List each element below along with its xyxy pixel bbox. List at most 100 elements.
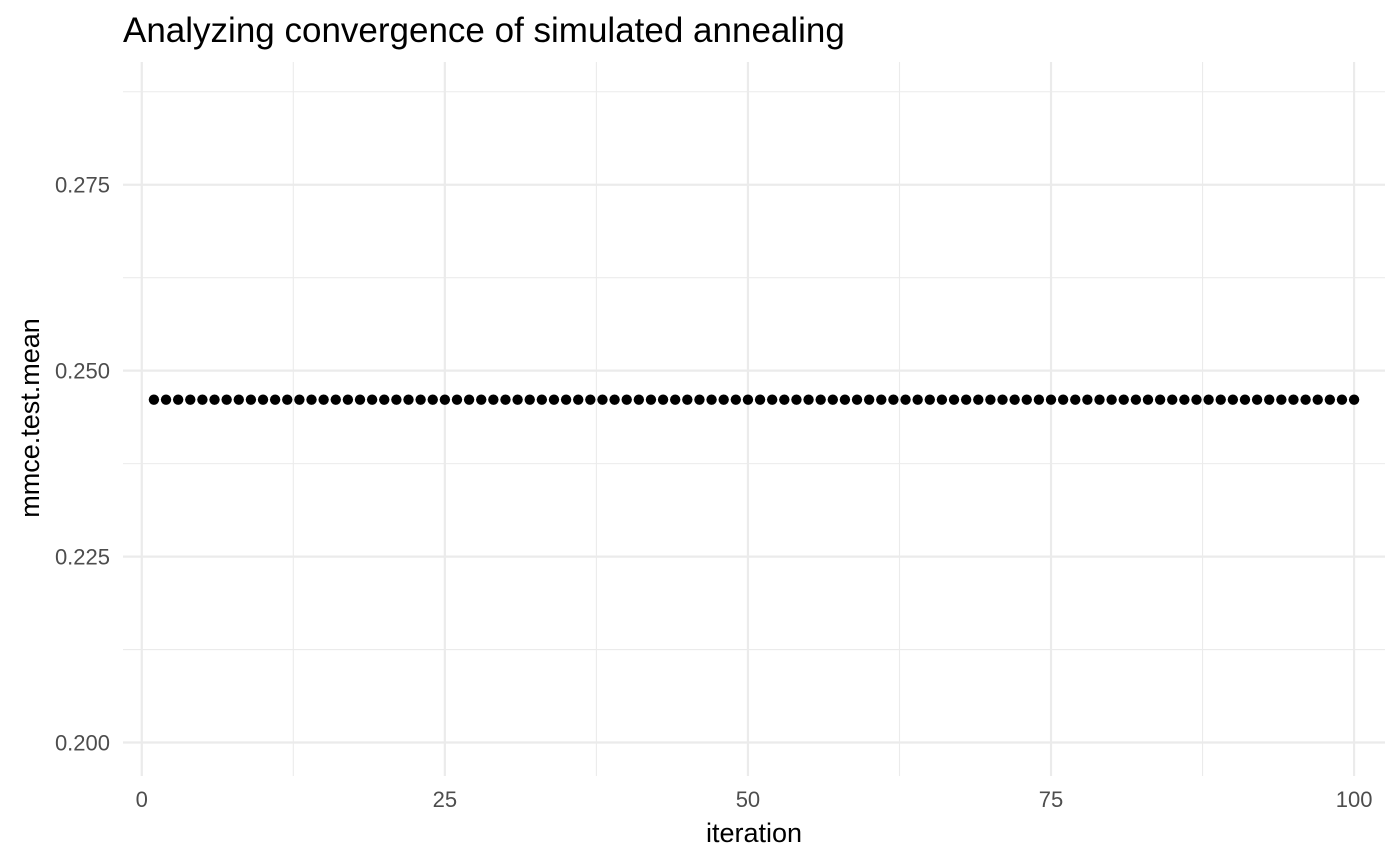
x-tick-label: 100 — [1336, 787, 1373, 812]
data-point — [306, 394, 317, 405]
data-point — [827, 394, 838, 405]
data-point — [488, 394, 499, 405]
data-point — [1167, 394, 1178, 405]
data-point — [354, 394, 366, 405]
data-point — [888, 394, 899, 405]
x-tick-label: 75 — [1039, 787, 1063, 812]
data-point — [1021, 394, 1032, 405]
data-points — [148, 394, 1360, 405]
data-point — [197, 394, 208, 405]
data-point — [185, 394, 196, 405]
data-point — [948, 394, 960, 405]
data-point — [500, 394, 511, 405]
data-point — [863, 394, 875, 405]
data-point — [1118, 394, 1129, 405]
data-point — [766, 394, 778, 405]
y-tick-label: 0.250 — [55, 359, 110, 384]
data-point — [463, 394, 475, 405]
y-tick-label: 0.275 — [55, 173, 110, 198]
data-point — [682, 394, 693, 405]
data-point — [318, 394, 329, 405]
data-point — [851, 394, 863, 405]
data-point — [779, 394, 790, 405]
data-point — [1106, 394, 1117, 405]
data-point — [1033, 394, 1045, 405]
data-point — [573, 394, 584, 405]
data-point — [1348, 394, 1360, 405]
data-point — [1312, 394, 1323, 405]
data-point — [391, 394, 402, 405]
data-point — [1009, 394, 1020, 405]
data-point — [1154, 394, 1166, 405]
data-point — [1324, 394, 1336, 405]
data-point — [960, 394, 972, 405]
data-point — [160, 394, 172, 405]
data-point — [585, 394, 596, 405]
data-point — [791, 394, 802, 405]
data-point — [330, 394, 341, 405]
data-point — [1045, 394, 1057, 405]
data-point — [936, 394, 948, 405]
data-point — [706, 394, 717, 405]
grid-lines — [123, 62, 1385, 776]
data-point — [621, 394, 632, 405]
data-point — [1239, 394, 1251, 405]
data-point — [536, 394, 548, 405]
data-point — [985, 394, 996, 405]
data-point — [366, 394, 378, 405]
y-axis-title: mmce.test.mean — [15, 318, 45, 518]
y-tick-label: 0.200 — [55, 731, 110, 756]
data-point — [609, 394, 620, 405]
x-tick-label: 0 — [136, 787, 148, 812]
data-point — [1191, 394, 1202, 405]
data-point — [1094, 394, 1105, 405]
data-point — [1203, 394, 1214, 405]
data-point — [633, 394, 645, 405]
data-point — [1179, 394, 1190, 405]
data-point — [839, 394, 851, 405]
data-point — [1215, 394, 1226, 405]
data-point — [257, 394, 269, 405]
data-point — [803, 394, 814, 405]
data-point — [754, 394, 766, 405]
data-point — [1082, 394, 1093, 405]
x-tick-label: 25 — [433, 787, 457, 812]
data-point — [427, 394, 438, 405]
data-point — [451, 394, 463, 405]
x-tick-label: 50 — [736, 787, 760, 812]
data-point — [245, 394, 257, 405]
data-point — [742, 394, 754, 405]
y-tick-label: 0.225 — [55, 545, 110, 570]
data-point — [1336, 394, 1348, 405]
data-point — [439, 394, 451, 405]
data-point — [973, 394, 984, 405]
data-point — [476, 394, 487, 405]
data-point — [645, 394, 657, 405]
data-point — [1130, 394, 1142, 405]
x-axis-ticks: 0 25 50 75 100 — [136, 787, 1373, 812]
data-point — [415, 394, 426, 405]
data-point — [172, 394, 184, 405]
data-point — [1264, 394, 1275, 405]
data-point — [524, 394, 535, 405]
data-point — [221, 394, 232, 405]
data-point — [342, 394, 354, 405]
data-point — [597, 394, 608, 405]
data-point — [379, 394, 390, 405]
data-point — [657, 394, 669, 405]
data-point — [997, 394, 1008, 405]
data-point — [282, 394, 293, 405]
data-point — [1142, 394, 1154, 405]
data-point — [1300, 394, 1311, 405]
data-point — [900, 394, 911, 405]
data-point — [924, 394, 935, 405]
data-point — [694, 394, 705, 405]
data-point — [1276, 394, 1287, 405]
data-point — [718, 394, 729, 405]
data-point — [209, 394, 220, 405]
chart-title: Analyzing convergence of simulated annea… — [123, 11, 845, 50]
data-point — [403, 394, 414, 405]
data-point — [815, 394, 826, 405]
data-point — [876, 394, 887, 405]
